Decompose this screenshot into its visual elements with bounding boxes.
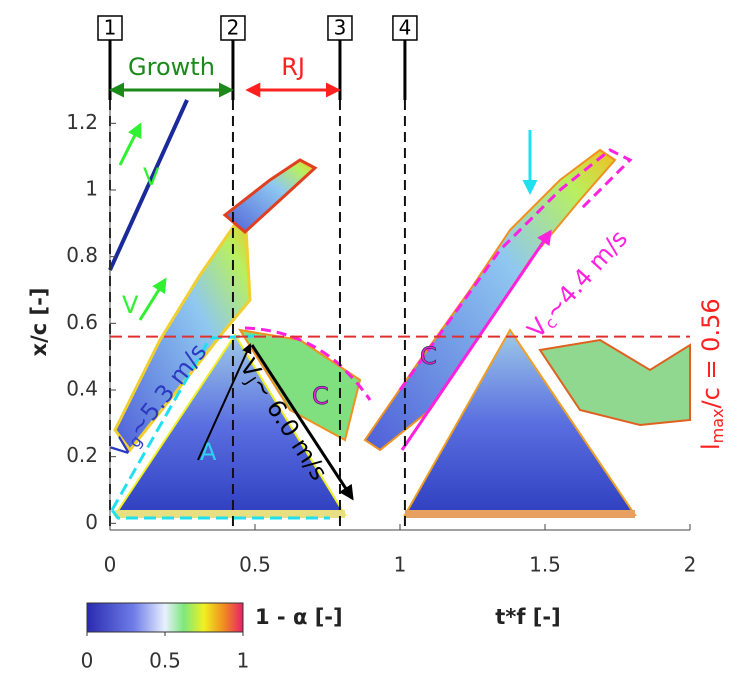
marker-label: 2 (227, 16, 240, 40)
subscript: max (708, 408, 727, 443)
streak (113, 205, 252, 453)
colorbar (86, 602, 244, 633)
phase-label: RJ (281, 53, 305, 81)
y-tick-label: 0.4 (66, 377, 98, 401)
region (237, 328, 362, 442)
x-tick-label: 1.5 (529, 553, 561, 577)
region (115, 510, 345, 518)
marker-label: 3 (334, 16, 347, 40)
region-label: C (420, 342, 437, 370)
y-axis-label: x/c [-] (27, 288, 51, 357)
arrow (250, 344, 354, 501)
text: ~4.4 m/s (539, 225, 633, 325)
marker-box (392, 15, 418, 41)
y-tick-label: 1 (85, 177, 98, 201)
region-label: A (200, 438, 217, 466)
x-axis-label: t*f [-] (495, 605, 560, 629)
region (405, 510, 635, 518)
arrow (197, 343, 252, 461)
y-tick-label: 0.8 (66, 243, 98, 267)
text: l (697, 443, 725, 450)
y-tick-label: 1.2 (66, 110, 98, 134)
colorbar-label: 1 - α [-] (255, 605, 343, 629)
marker-box (97, 15, 123, 41)
outline (244, 326, 372, 401)
arrow (400, 229, 552, 451)
heatmap (108, 99, 691, 518)
trace (108, 99, 189, 271)
velocity-label: V (143, 163, 160, 191)
velocity-label: V (122, 291, 139, 319)
colorbar-tick-label: 0 (81, 649, 94, 673)
reference-label: lmax/c = 0.56 (697, 298, 727, 450)
x-tick-label: 1 (394, 553, 407, 577)
outline (398, 148, 633, 391)
y-tick-label: 0.6 (66, 310, 98, 334)
colorbar-tick-label: 1 (237, 649, 250, 673)
marker-box (327, 15, 353, 41)
marker-label: 4 (399, 16, 412, 40)
arrow (118, 122, 142, 166)
colorbar-tick-label: 0.5 (149, 649, 181, 673)
marker-label: 1 (104, 16, 117, 40)
region-label: C (312, 382, 329, 410)
streak (222, 158, 318, 234)
region (538, 338, 691, 427)
arrow (138, 277, 167, 321)
y-tick-label: 0 (85, 510, 98, 534)
y-tick-label: 0.2 (66, 443, 98, 467)
x-tick-label: 0.5 (239, 553, 271, 577)
x-tick-label: 0 (104, 553, 117, 577)
x-tick-label: 2 (684, 553, 697, 577)
phase-label: Growth (128, 53, 215, 81)
text: /c = 0.56 (697, 298, 725, 408)
